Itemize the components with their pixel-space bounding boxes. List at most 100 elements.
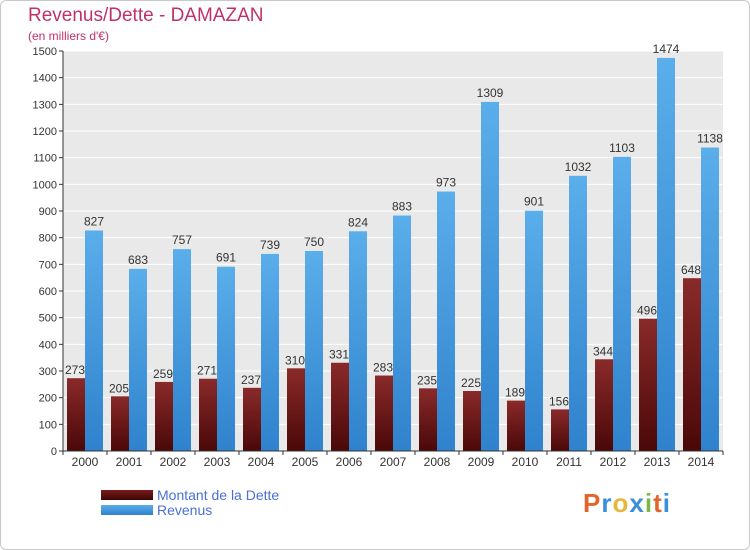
y-tick-label: 1000 bbox=[33, 179, 57, 191]
bar-label-dette: 271 bbox=[197, 364, 217, 378]
bar-revenus bbox=[525, 210, 543, 451]
bar-revenus bbox=[701, 147, 719, 452]
bar-dette bbox=[463, 391, 481, 451]
bar-label-dette: 205 bbox=[109, 381, 129, 395]
x-tick-label: 2008 bbox=[424, 455, 451, 469]
legend-swatch-dette bbox=[101, 490, 153, 500]
x-tick-label: 2010 bbox=[512, 455, 539, 469]
bar-label-revenus: 1032 bbox=[565, 160, 592, 174]
bar-revenus bbox=[173, 249, 191, 451]
bar-revenus bbox=[129, 268, 147, 451]
y-tick-label: 1500 bbox=[33, 46, 57, 58]
bar-label-dette: 237 bbox=[241, 373, 261, 387]
bar-label-dette: 273 bbox=[65, 363, 85, 377]
bar-label-revenus: 1474 bbox=[653, 42, 680, 56]
x-tick-label: 2005 bbox=[292, 455, 319, 469]
bar-dette bbox=[507, 400, 525, 451]
bar-label-dette: 189 bbox=[505, 386, 525, 400]
bar-dette bbox=[375, 375, 393, 451]
bar-label-revenus: 750 bbox=[304, 235, 324, 249]
x-tick-label: 2001 bbox=[116, 455, 143, 469]
legend-label-revenus: Revenus bbox=[157, 502, 213, 518]
proxiti-logo: Proxiti bbox=[583, 488, 671, 519]
bar-revenus bbox=[613, 156, 631, 451]
bar-label-dette: 331 bbox=[329, 348, 349, 362]
bar-label-dette: 496 bbox=[637, 304, 657, 318]
x-tick-label: 2002 bbox=[160, 455, 187, 469]
y-tick-label: 1200 bbox=[33, 126, 57, 138]
bar-dette bbox=[67, 378, 85, 451]
bar-label-revenus: 1138 bbox=[697, 132, 723, 146]
bar-label-revenus: 691 bbox=[216, 251, 236, 265]
logo-letter: x bbox=[629, 488, 645, 518]
x-tick-label: 2009 bbox=[468, 455, 495, 469]
bar-label-revenus: 683 bbox=[128, 253, 148, 267]
chart-subtitle: (en milliers d'€) bbox=[28, 29, 109, 43]
y-tick-label: 0 bbox=[51, 446, 57, 458]
bar-dette bbox=[595, 359, 613, 451]
bar-dette bbox=[287, 368, 305, 451]
bar-revenus bbox=[261, 253, 279, 451]
bar-dette bbox=[419, 388, 437, 451]
y-tick-label: 300 bbox=[39, 366, 57, 378]
x-tick-label: 2006 bbox=[336, 455, 363, 469]
bar-dette bbox=[551, 409, 569, 451]
bar-label-revenus: 901 bbox=[524, 195, 544, 209]
bar-label-revenus: 973 bbox=[436, 176, 456, 190]
bar-revenus bbox=[481, 101, 499, 451]
bar-label-revenus: 883 bbox=[392, 200, 412, 214]
y-tick-label: 1300 bbox=[33, 99, 57, 111]
bar-revenus bbox=[217, 266, 235, 451]
bar-label-revenus: 827 bbox=[84, 214, 104, 228]
bar-label-dette: 259 bbox=[153, 367, 173, 381]
bar-dette bbox=[111, 396, 129, 451]
bar-revenus bbox=[393, 215, 411, 451]
bar-label-revenus: 757 bbox=[172, 233, 192, 247]
legend-swatch-revenus bbox=[101, 505, 153, 515]
bar-label-dette: 344 bbox=[593, 344, 613, 358]
y-tick-label: 900 bbox=[39, 206, 57, 218]
x-tick-label: 2012 bbox=[600, 455, 627, 469]
bar-dette bbox=[639, 318, 657, 451]
bar-revenus bbox=[349, 231, 367, 451]
bar-revenus bbox=[85, 230, 103, 451]
bar-label-revenus: 1309 bbox=[477, 86, 504, 100]
bar-dette bbox=[155, 381, 173, 451]
bar-label-dette: 156 bbox=[549, 394, 569, 408]
y-tick-label: 400 bbox=[39, 339, 57, 351]
bar-revenus bbox=[657, 57, 675, 451]
x-tick-label: 2000 bbox=[72, 455, 99, 469]
bar-label-dette: 310 bbox=[285, 353, 305, 367]
y-tick-label: 100 bbox=[39, 419, 57, 431]
bar-label-dette: 235 bbox=[417, 373, 437, 387]
bar-revenus bbox=[437, 191, 455, 452]
bar-label-dette: 648 bbox=[681, 263, 701, 277]
bar-dette bbox=[683, 278, 701, 451]
y-tick-label: 700 bbox=[39, 259, 57, 271]
y-tick-label: 1400 bbox=[33, 73, 57, 85]
bar-revenus bbox=[305, 251, 323, 451]
y-tick-label: 800 bbox=[39, 233, 57, 245]
y-tick-label: 500 bbox=[39, 313, 57, 325]
bar-label-revenus: 824 bbox=[348, 215, 368, 229]
bar-dette bbox=[243, 387, 261, 451]
x-tick-label: 2004 bbox=[248, 455, 275, 469]
y-tick-label: 200 bbox=[39, 393, 57, 405]
bar-dette bbox=[199, 378, 217, 451]
bar-revenus bbox=[569, 175, 587, 452]
x-tick-label: 2003 bbox=[204, 455, 231, 469]
chart-title: Revenus/Dette - DAMAZAN bbox=[28, 5, 264, 26]
bar-label-dette: 283 bbox=[373, 361, 393, 375]
bar-label-dette: 225 bbox=[461, 376, 481, 390]
logo-letter: r bbox=[601, 488, 613, 518]
logo-letter: t bbox=[653, 488, 663, 518]
logo-letter: o bbox=[612, 488, 630, 518]
legend-label-dette: Montant de la Dette bbox=[157, 487, 280, 503]
bar-label-revenus: 1103 bbox=[609, 141, 635, 155]
y-tick-label: 600 bbox=[39, 286, 57, 298]
x-tick-label: 2014 bbox=[688, 455, 715, 469]
logo-letter: i bbox=[644, 488, 654, 518]
bar-label-revenus: 739 bbox=[260, 238, 280, 252]
